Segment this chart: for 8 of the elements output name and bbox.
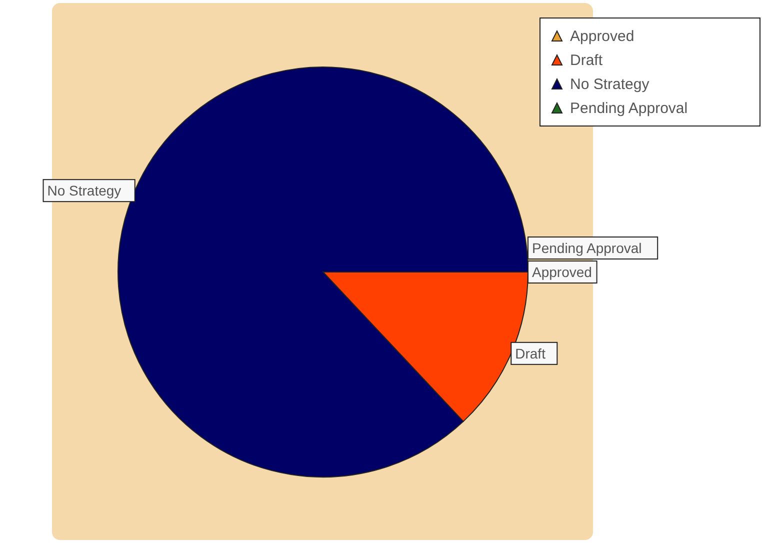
slice-label: No Strategy <box>47 182 122 199</box>
legend-label: No Strategy <box>570 76 650 93</box>
legend-label: Draft <box>570 52 604 69</box>
category-label: Pending Approval <box>532 240 642 256</box>
legend-label: Pending Approval <box>570 100 688 117</box>
category-label: Approved <box>532 264 592 280</box>
legend-label: Approved <box>570 28 634 45</box>
slice-label: Draft <box>515 345 546 362</box>
